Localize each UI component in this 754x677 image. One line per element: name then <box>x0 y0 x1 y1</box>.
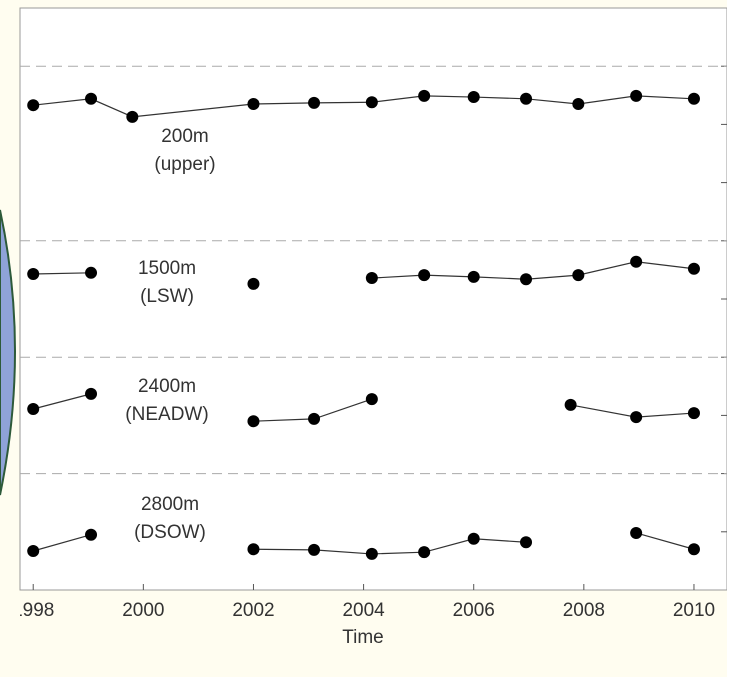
data-point <box>520 92 533 105</box>
series-label: 200m <box>161 126 209 147</box>
data-point <box>467 91 480 104</box>
data-point <box>365 96 378 109</box>
data-point <box>564 398 577 411</box>
data-point <box>467 270 480 283</box>
x-tick-label: 1998 <box>12 600 54 621</box>
data-point <box>365 272 378 285</box>
globe <box>0 209 16 496</box>
data-point <box>27 402 40 415</box>
data-point <box>247 415 260 428</box>
data-point <box>308 412 321 425</box>
data-point <box>630 255 643 268</box>
series-line <box>33 532 695 555</box>
series-label: 2400m <box>138 376 196 397</box>
data-point <box>418 546 431 559</box>
series-line <box>33 95 694 118</box>
data-point <box>247 543 260 556</box>
data-point <box>27 99 40 112</box>
series-label: (upper) <box>154 154 215 175</box>
data-point <box>126 110 139 123</box>
x-tick-label: 2002 <box>232 600 274 621</box>
data-point <box>247 98 260 111</box>
data-point <box>418 89 431 102</box>
data-point <box>687 262 700 275</box>
plot-area <box>19 7 728 591</box>
data-point <box>85 387 98 400</box>
data-point <box>418 269 431 282</box>
data-point <box>520 273 533 286</box>
data-point <box>572 98 585 111</box>
data-point <box>687 543 700 556</box>
data-point <box>520 536 533 549</box>
data-point <box>85 528 98 541</box>
data-point <box>572 269 585 282</box>
x-tick-label: 2006 <box>453 600 495 621</box>
data-point <box>687 92 700 105</box>
data-point <box>308 543 321 556</box>
data-point <box>365 547 378 560</box>
x-axis-label: Time <box>342 627 384 648</box>
data-point <box>247 277 260 290</box>
data-point <box>467 532 480 545</box>
x-tick-label: 2004 <box>342 600 385 621</box>
x-tick-label: 2000 <box>122 600 164 621</box>
series-label: (DSOW) <box>134 522 206 543</box>
series-label: 1500m <box>138 258 196 279</box>
x-tick-label: 2010 <box>673 600 715 621</box>
data-point <box>687 407 700 420</box>
data-point <box>85 266 98 279</box>
data-point <box>365 393 378 406</box>
data-point <box>85 92 98 105</box>
series-label: 2800m <box>141 494 199 515</box>
data-point <box>27 545 40 558</box>
series-label: (NEADW) <box>125 404 208 425</box>
x-tick-label: 2008 <box>563 600 605 621</box>
right-margin <box>727 0 754 677</box>
series-label: (LSW) <box>140 286 194 307</box>
data-point <box>630 89 643 102</box>
data-point <box>630 411 643 424</box>
data-point <box>630 526 643 539</box>
tick-labels: 1998 2000 2002 2004 2006 2008 2010 <box>12 600 715 621</box>
data-point <box>308 96 321 109</box>
data-point <box>27 267 40 280</box>
